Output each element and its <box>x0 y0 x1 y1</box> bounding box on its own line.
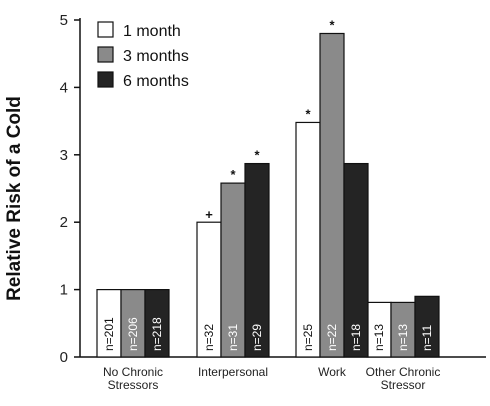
x-category-label: Stressors <box>108 378 159 392</box>
y-tick-label: 5 <box>60 12 68 29</box>
bar-n-label: n=18 <box>349 324 363 351</box>
significance-asterisk-mark: * <box>254 148 260 163</box>
x-category-label: No Chronic <box>103 365 163 379</box>
bar-3-4 <box>414 295 440 358</box>
bar-3-3 <box>343 162 369 358</box>
x-category-label: Interpersonal <box>198 365 268 379</box>
bar-n-label: n=206 <box>126 317 140 351</box>
x-category-label: Stressor <box>381 378 426 392</box>
bar-3-1 <box>144 289 170 358</box>
bar-n-label: n=29 <box>250 324 264 351</box>
bar-1-1 <box>96 289 122 358</box>
x-category-label: Work <box>318 365 347 379</box>
y-tick-label: 3 <box>60 147 68 164</box>
y-tick-label: 4 <box>60 79 68 96</box>
legend-label: 6 months <box>123 73 189 90</box>
bar-n-label: n=201 <box>102 317 116 351</box>
legend-label: 1 month <box>123 23 181 40</box>
bar-n-label: n=13 <box>396 324 410 351</box>
significance-plus-mark: + <box>205 207 213 222</box>
legend-swatch <box>97 21 114 38</box>
significance-asterisk-mark: * <box>305 106 311 121</box>
bar-n-label: n=22 <box>325 324 339 351</box>
bar-n-label: n=31 <box>226 324 240 351</box>
bar-1-3 <box>295 121 321 358</box>
legend-swatch <box>97 71 114 88</box>
bar-n-label: n=11 <box>420 325 434 351</box>
bar-n-label: n=32 <box>202 324 216 351</box>
legend-swatch <box>97 46 114 63</box>
y-tick-label: 0 <box>60 349 68 366</box>
bar-n-label: n=25 <box>301 324 315 351</box>
bar-1-2 <box>196 221 222 358</box>
bar-3-2 <box>244 162 270 358</box>
y-tick-label: 2 <box>60 214 68 231</box>
significance-asterisk-mark: * <box>230 167 236 182</box>
bar-2-3 <box>319 32 345 358</box>
bar-2-4 <box>390 301 416 358</box>
bar-n-label: n=218 <box>150 317 164 351</box>
y-tick-label: 1 <box>60 282 68 299</box>
significance-asterisk-mark: * <box>329 17 335 32</box>
x-category-label: Other Chronic <box>366 365 441 379</box>
bar-n-label: n=13 <box>372 324 386 351</box>
y-axis-title: Relative Risk of a Cold <box>4 96 25 301</box>
legend-label: 3 months <box>123 48 189 65</box>
